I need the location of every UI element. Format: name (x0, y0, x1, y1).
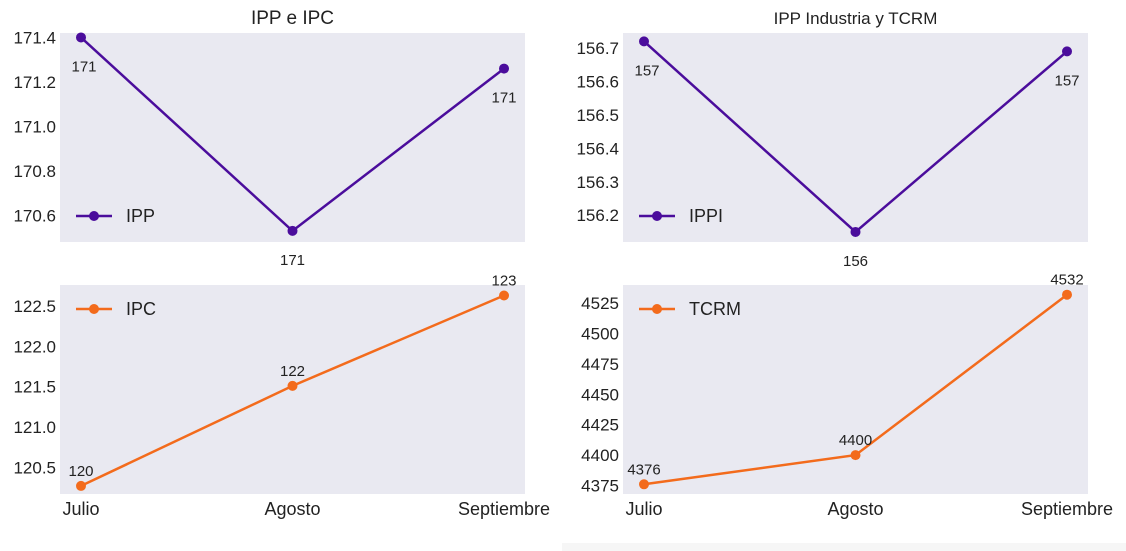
y-tick-label: 171.0 (13, 117, 56, 136)
y-tick-label: 156.5 (576, 106, 619, 125)
y-tick-label: 171.4 (13, 28, 56, 47)
y-tick-label: 120.5 (13, 458, 56, 477)
data-label: 120 (68, 463, 93, 480)
chart-title: IPP Industria y TCRM (774, 9, 938, 28)
plot-area (60, 33, 525, 242)
legend-label: IPC (126, 299, 156, 319)
chart-panel-ipc: 120.5 121.0 121.5 122.0 122.5 Julio Agosto Sept… (13, 272, 550, 519)
x-tick-label: Septiembre (1021, 499, 1113, 519)
y-tick-label: 156.4 (576, 139, 619, 158)
y-tick-label: 4375 (581, 476, 619, 495)
y-tick-label: 156.7 (576, 39, 619, 58)
data-label: 123 (491, 272, 516, 289)
x-tick-label: Agosto (827, 499, 883, 519)
legend-label: IPP (126, 206, 155, 226)
y-tick-label: 171.2 (13, 73, 56, 92)
x-tick-label: Agosto (264, 499, 320, 519)
data-point (639, 479, 649, 490)
legend-label: IPPI (689, 206, 723, 226)
data-point (287, 225, 298, 236)
data-label: 157 (634, 62, 659, 79)
y-tick-label: 4525 (581, 294, 619, 313)
chart-title: IPP e IPC (251, 8, 334, 29)
data-label: 156 (843, 253, 868, 270)
data-point (499, 290, 509, 301)
data-point (287, 380, 298, 391)
y-tick-label: 156.6 (576, 72, 619, 91)
data-point (639, 36, 649, 47)
data-point (76, 480, 86, 491)
data-point (850, 450, 861, 461)
y-tick-label: 4400 (581, 446, 619, 465)
y-tick-label: 4450 (581, 385, 619, 404)
data-point (499, 63, 509, 74)
x-tick-label: Septiembre (458, 499, 550, 519)
data-point (850, 226, 861, 237)
data-label: 157 (1054, 72, 1079, 89)
y-tick-label: 122.0 (13, 337, 56, 356)
data-label: 171 (491, 90, 516, 107)
x-tick-label: Julio (62, 499, 99, 519)
data-point (76, 32, 86, 43)
y-tick-label: 156.2 (576, 206, 619, 225)
legend: IPP (76, 206, 155, 226)
y-tick-label: 121.0 (13, 418, 56, 437)
chart-panel-ipp: IPP e IPC 170.6 170.8 171.0 171.2 171.4 171 171… (13, 8, 525, 269)
y-tick-label: 170.8 (13, 162, 56, 181)
data-point (1062, 289, 1072, 300)
legend-marker (652, 211, 662, 221)
chart-panel-ippi: IPP Industria y TCRM 156.2 156.3 156.4 156.5… (576, 9, 1088, 270)
data-point (1062, 46, 1072, 57)
y-tick-label: 170.6 (13, 206, 56, 225)
data-label: 171 (71, 58, 96, 75)
y-tick-label: 156.3 (576, 173, 619, 192)
data-label: 171 (280, 252, 305, 269)
y-tick-label: 4425 (581, 416, 619, 435)
legend-marker (89, 211, 99, 221)
bottom-strip (562, 543, 1126, 551)
y-tick-label: 121.5 (13, 378, 56, 397)
data-label: 4400 (839, 432, 872, 449)
chart-panel-tcrm: 4375 4400 4425 4450 4475 4500 4525 Julio Agosto S… (581, 272, 1113, 519)
legend: TCRM (639, 299, 741, 319)
y-tick-label: 4475 (581, 355, 619, 374)
y-tick-label: 4500 (581, 325, 619, 344)
legend-marker (89, 304, 99, 314)
data-label: 4532 (1050, 272, 1083, 289)
legend: IPC (76, 299, 156, 319)
x-tick-label: Julio (625, 499, 662, 519)
legend-label: TCRM (689, 299, 741, 319)
legend-marker (652, 304, 662, 314)
y-tick-label: 122.5 (13, 297, 56, 316)
data-label: 4376 (627, 461, 660, 478)
plot-area (623, 33, 1088, 242)
data-label: 122 (280, 363, 305, 380)
legend: IPPI (639, 206, 723, 226)
